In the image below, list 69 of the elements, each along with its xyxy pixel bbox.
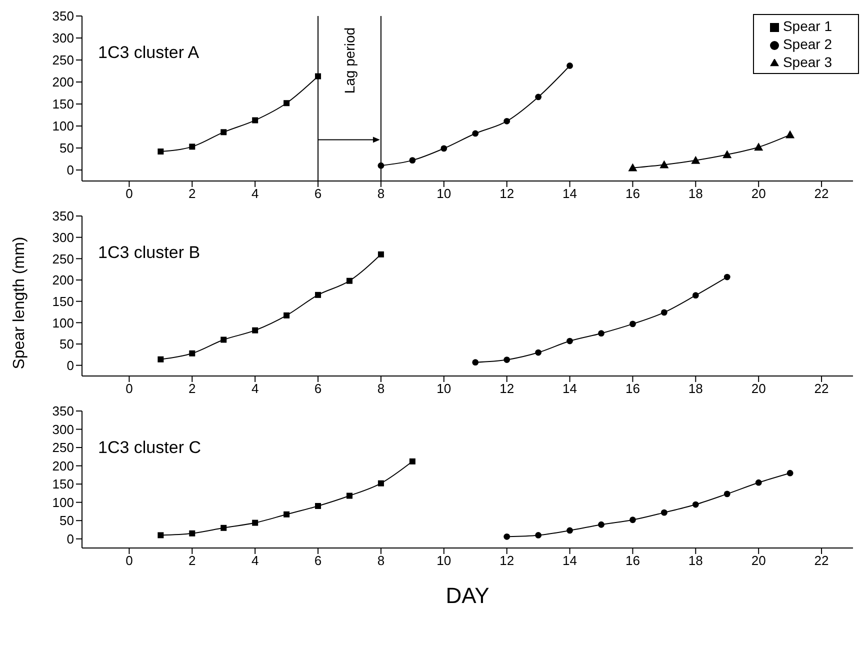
x-tick-label: 2 xyxy=(188,186,196,202)
y-tick-label: 350 xyxy=(52,8,74,24)
y-tick-label: 150 xyxy=(52,294,74,309)
x-tick-label: 4 xyxy=(251,553,259,568)
y-tick-label: 300 xyxy=(52,230,74,245)
x-tick-label: 20 xyxy=(751,186,766,202)
y-tick-label: 50 xyxy=(60,513,74,528)
x-tick-label: 22 xyxy=(814,381,829,396)
x-tick-label: 16 xyxy=(625,553,640,568)
x-tick-label: 14 xyxy=(562,381,578,396)
y-tick-label: 150 xyxy=(52,476,74,492)
y-tick-label: 300 xyxy=(52,422,74,437)
x-tick-label: 18 xyxy=(688,553,703,568)
x-tick-label: 4 xyxy=(251,186,259,202)
annotation: Lag period xyxy=(341,27,358,94)
y-tick-label: 0 xyxy=(66,358,74,373)
x-tick-label: 2 xyxy=(188,553,196,568)
x-tick-label: 2 xyxy=(188,381,196,396)
x-tick-label: 6 xyxy=(314,553,322,568)
x-tick-label: 12 xyxy=(500,381,514,396)
y-tick-label: 250 xyxy=(52,440,74,456)
x-tick-label: 10 xyxy=(436,553,452,568)
x-axis-title: DAY xyxy=(446,583,490,608)
x-tick-label: 12 xyxy=(500,553,514,568)
x-tick-label: 6 xyxy=(314,381,322,396)
x-tick-label: 12 xyxy=(500,186,514,202)
y-tick-label: 0 xyxy=(66,531,74,546)
x-tick-label: 22 xyxy=(814,553,829,568)
x-tick-label: 8 xyxy=(377,186,385,202)
x-tick-label: 14 xyxy=(562,186,578,202)
text: 1C3 cluster A xyxy=(98,43,200,63)
y-tick-label: 350 xyxy=(52,208,74,224)
y-tick-label: 100 xyxy=(52,494,74,510)
x-tick-label: 4 xyxy=(251,381,259,396)
y-tick-label: 150 xyxy=(52,96,74,112)
x-tick-label: 10 xyxy=(436,381,452,396)
x-tick-label: 16 xyxy=(625,186,640,202)
text: 1C3 cluster B xyxy=(98,243,200,263)
x-tick-label: 10 xyxy=(436,186,452,202)
x-tick-label: 0 xyxy=(126,553,133,568)
y-tick-label: 200 xyxy=(52,458,74,474)
x-tick-label: 0 xyxy=(126,381,133,396)
y-tick-label: 0 xyxy=(66,162,74,178)
y-tick-label: 100 xyxy=(52,118,74,134)
x-tick-label: 6 xyxy=(314,186,322,202)
y-tick-label: 50 xyxy=(60,336,74,352)
x-tick-label: 18 xyxy=(688,186,703,202)
text: 1C3 cluster C xyxy=(98,438,201,458)
y-tick-label: 200 xyxy=(52,74,74,90)
y-axis-title: Spear length (mm) xyxy=(11,235,29,371)
x-tick-label: 0 xyxy=(126,186,133,202)
x-tick-label: 18 xyxy=(688,381,703,396)
x-tick-label: 14 xyxy=(562,553,578,568)
x-tick-label: 16 xyxy=(625,381,640,396)
y-tick-label: 250 xyxy=(52,251,74,266)
legend-label: Spear 2 xyxy=(782,36,832,52)
y-tick-label: 100 xyxy=(52,315,74,330)
y-tick-label: 50 xyxy=(60,140,74,156)
x-tick-label: 20 xyxy=(751,381,766,396)
legend-label: Spear 3 xyxy=(782,54,832,70)
x-tick-label: 8 xyxy=(377,381,385,396)
x-tick-label: 8 xyxy=(377,553,385,568)
x-tick-label: 20 xyxy=(751,553,766,568)
y-tick-label: 300 xyxy=(52,30,74,46)
y-tick-label: 200 xyxy=(52,272,74,288)
y-tick-label: 250 xyxy=(52,52,74,68)
x-tick-label: 22 xyxy=(814,186,829,202)
legend-label: Spear 1 xyxy=(782,18,832,34)
y-tick-label: 350 xyxy=(52,404,74,419)
